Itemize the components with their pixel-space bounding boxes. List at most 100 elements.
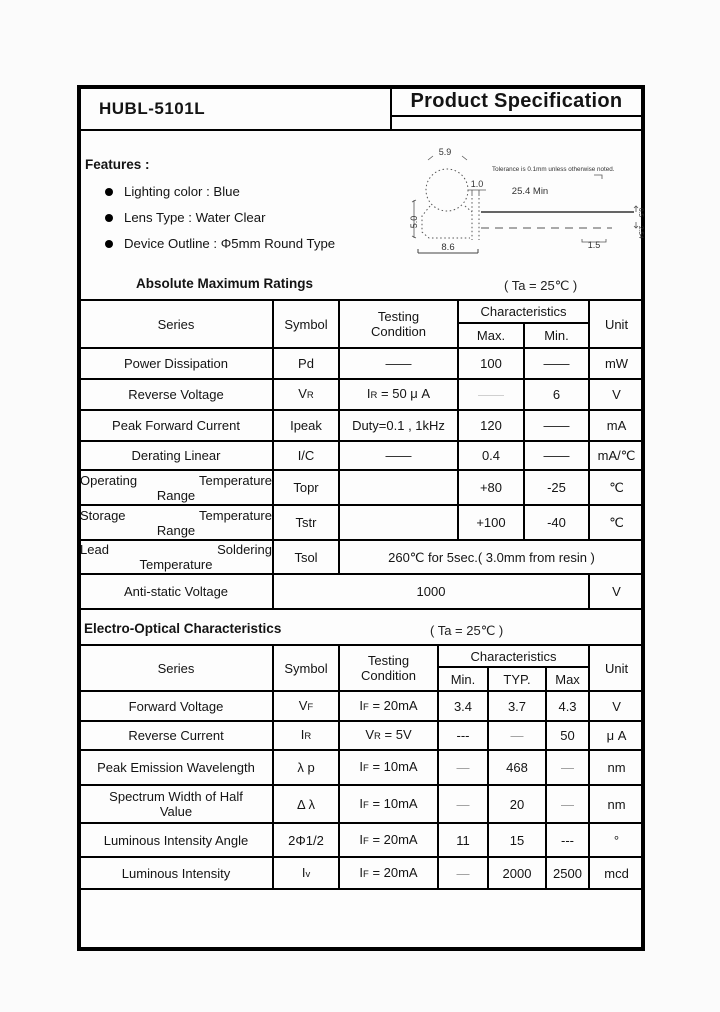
condition-line1: Testing (377, 309, 420, 324)
min-cell: —— (523, 347, 590, 380)
feature-item: Lighting color : Blue (105, 184, 240, 199)
series-cell: Power Dissipation (78, 347, 274, 380)
min-cell: — (437, 784, 489, 824)
bullet-icon (105, 213, 113, 222)
electro-optical-table: Series Symbol Testing Condition Characte… (78, 644, 646, 890)
symbol-cell: VF (272, 690, 340, 722)
unit-cell: nm (588, 749, 646, 786)
series-word: Temperature (199, 507, 272, 523)
amr-title: Absolute Maximum Ratings (136, 276, 314, 291)
series-cell: Reverse Voltage (78, 378, 274, 411)
header-divider (390, 89, 392, 131)
table-row: Luminous Intensity Iv IF = 20mA — 2000 2… (78, 856, 646, 890)
max-cell: — (544, 749, 591, 786)
symbol-subscript: R (306, 390, 314, 401)
series-cell: Peak Emission Wavelength (78, 749, 274, 786)
unit-cell: ℃ (588, 469, 645, 506)
series-word: Operating (80, 472, 138, 488)
table-row: Storage Temperature Range Tstr +100 -40 ℃ (78, 504, 645, 541)
condition-cell (338, 469, 459, 506)
tolerance-note: Tolerance is 0.1mm unless otherwise note… (492, 166, 615, 173)
symbol-subscript: R (304, 731, 312, 742)
condition-cell: IF = 20mA (338, 690, 439, 722)
condition-cell: IR = 50 μ A (338, 378, 459, 411)
symbol-cell: Δ λ (272, 784, 340, 824)
unit-cell: nm (588, 784, 646, 824)
condition-main: V (365, 727, 375, 742)
condition-subscript: F (363, 835, 369, 847)
symbol-cell: Iv (272, 856, 340, 890)
typ-cell: 15 (487, 822, 547, 858)
max-cell: 4.3 (544, 690, 591, 722)
max-cell: 2500 (544, 856, 591, 890)
unit-cell: μ A (588, 720, 646, 751)
unit-cell: mA (588, 409, 645, 442)
min-cell: 11 (437, 822, 489, 858)
series-word: Temperature (199, 472, 272, 488)
min-cell: —— (523, 409, 590, 442)
condition-line2: Condition (371, 324, 426, 339)
eoc-ta-condition: ( Ta = 25℃ ) (430, 623, 504, 638)
min-cell: — (437, 856, 489, 890)
max-cell: 0.4 (457, 440, 525, 471)
series-cell: Luminous Intensity Angle (78, 822, 274, 858)
col-header-series: Series (78, 644, 274, 692)
series-word: Soldering (217, 542, 272, 557)
soldering-condition-cell: 260℃ for 5sec.( 3.0mm from resin ) (338, 539, 645, 575)
condition-main: I (359, 697, 364, 713)
symbol-cell: I/C (272, 440, 340, 471)
min-cell: -40 (523, 504, 590, 541)
feature-text: Lighting color : Blue (124, 184, 240, 199)
series-word: Temperature (139, 557, 213, 572)
dim-lead-length: 25.4 Min (512, 186, 548, 197)
min-cell: 3.4 (437, 690, 489, 722)
condition-main: I (359, 864, 364, 880)
table-header-row: Series Symbol Testing Condition Characte… (78, 299, 645, 349)
unit-cell: ° (588, 822, 646, 858)
col-header-min: Min. (523, 322, 590, 349)
condition-subscript: F (363, 763, 369, 774)
col-header-condition: Testing Condition (338, 299, 459, 349)
table-row: Forward Voltage VF IF = 20mA 3.4 3.7 4.3… (78, 690, 646, 722)
symbol-main: I (300, 727, 305, 742)
condition-rest: = 50 μ A (377, 386, 431, 401)
symbol-cell: Topr (272, 469, 340, 506)
unit-cell: V (588, 690, 646, 722)
condition-main: I (366, 386, 371, 401)
table-row: Power Dissipation Pd —— 100 —— mW (78, 347, 645, 380)
table-row: Luminous Intensity Angle 2Φ1/2 IF = 20mA… (78, 822, 646, 858)
series-justified-line: Operating Temperature (80, 472, 272, 488)
led-body-outline (421, 198, 480, 240)
min-cell: —— (523, 440, 590, 471)
feature-text: Device Outline : Φ5mm Round Type (124, 236, 336, 251)
series-justified-line: Storage Temperature (80, 507, 272, 523)
unit-cell: ℃ (588, 504, 645, 541)
condition-subscript: F (363, 868, 369, 880)
series-line1: Spectrum Width of Half (109, 789, 243, 804)
table-row: Operating Temperature Range Topr +80 -25 … (78, 469, 645, 506)
condition-cell: IF = 20mA (338, 856, 439, 890)
series-word: Storage (80, 507, 126, 523)
condition-rest: = 20mA (368, 864, 418, 880)
symbol-cell: Ipeak (272, 409, 340, 442)
table-row: Peak Emission Wavelength λ p IF = 10mA —… (78, 749, 646, 786)
dim-lead-pitch: 2.54 (637, 226, 644, 239)
eoc-title: Electro-Optical Characteristics (84, 621, 282, 636)
led-dome-outline (425, 168, 469, 212)
condition-subscript: R (370, 390, 378, 401)
dim-body-width: 8.6 (441, 242, 454, 253)
col-header-min: Min. (437, 666, 489, 692)
condition-cell: Duty=0.1 , 1kHz (338, 409, 459, 442)
max-cell: —— (457, 378, 525, 411)
max-cell: --- (544, 822, 591, 858)
condition-subscript: F (363, 701, 369, 713)
condition-cell: IF = 10mA (338, 784, 439, 824)
condition-subscript: R (374, 731, 381, 742)
condition-line2: Condition (361, 668, 416, 683)
col-header-unit: Unit (588, 644, 646, 692)
min-cell: -25 (523, 469, 590, 506)
bullet-icon (105, 239, 113, 248)
symbol-cell: VR (272, 378, 340, 411)
dim-flange-thickness: 1.0 (471, 179, 484, 189)
typ-cell: 468 (487, 749, 547, 786)
